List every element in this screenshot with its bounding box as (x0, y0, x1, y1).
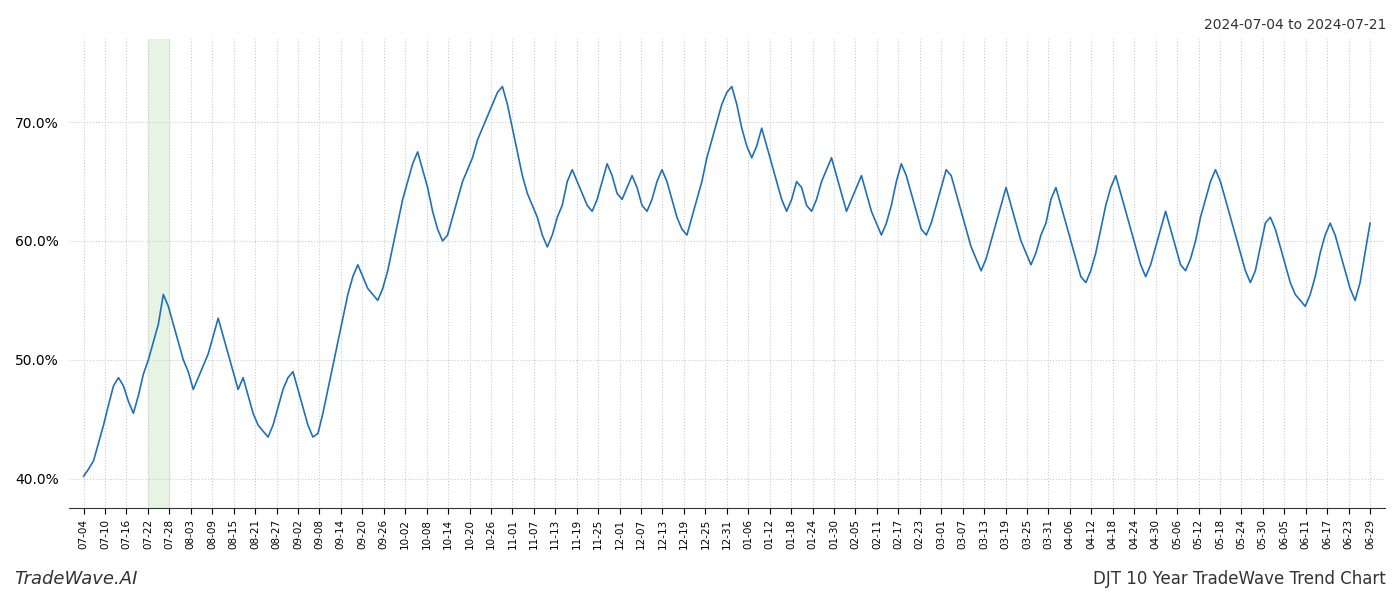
Bar (148, 39, 169, 508)
Text: TradeWave.AI: TradeWave.AI (14, 570, 137, 588)
Text: 2024-07-04 to 2024-07-21: 2024-07-04 to 2024-07-21 (1204, 18, 1386, 32)
Text: DJT 10 Year TradeWave Trend Chart: DJT 10 Year TradeWave Trend Chart (1093, 570, 1386, 588)
